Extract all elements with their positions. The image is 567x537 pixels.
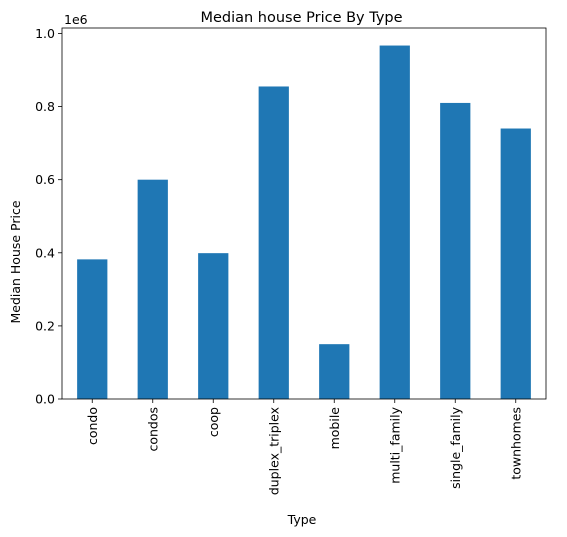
bar-condos: [137, 179, 168, 399]
bar-townhomes: [500, 128, 531, 399]
x-tick-label: condo: [85, 407, 100, 445]
bar-multi-family: [379, 45, 410, 399]
y-tick-label: 0.6: [35, 172, 55, 187]
x-tick-label: single_family: [448, 406, 463, 488]
y-tick-label: 0.2: [35, 318, 55, 333]
chart-title: Median house Price By Type: [200, 10, 402, 26]
bars: [77, 45, 531, 400]
bar-single-family: [440, 102, 471, 400]
y-tick-label: 1.0: [35, 26, 55, 41]
x-axis-ticks: condo condos coop duplex_triplex mobile multi…: [85, 399, 523, 495]
x-tick-label: condos: [145, 407, 160, 452]
y-tick-label: 0.0: [35, 392, 55, 407]
y-axis-offset-label: 1e6: [64, 12, 88, 27]
bar-condo: [77, 259, 108, 399]
x-tick-label: mobile: [327, 407, 342, 450]
bar-duplex-triplex: [258, 86, 289, 399]
bar-coop: [198, 253, 229, 399]
y-axis-label: Median House Price: [8, 200, 23, 323]
x-tick-label: multi_family: [387, 406, 402, 483]
y-axis-ticks: 0.0 0.2 0.4 0.6 0.8 1.0: [35, 26, 62, 407]
y-tick-label: 0.4: [35, 245, 55, 260]
x-tick-label: coop: [206, 407, 221, 437]
x-tick-label: duplex_triplex: [266, 407, 281, 495]
x-tick-label: townhomes: [508, 407, 523, 480]
bar-mobile: [319, 344, 350, 399]
plot-frame: [61, 27, 547, 400]
y-tick-label: 0.8: [35, 99, 55, 114]
x-axis-label: Type: [287, 512, 317, 527]
